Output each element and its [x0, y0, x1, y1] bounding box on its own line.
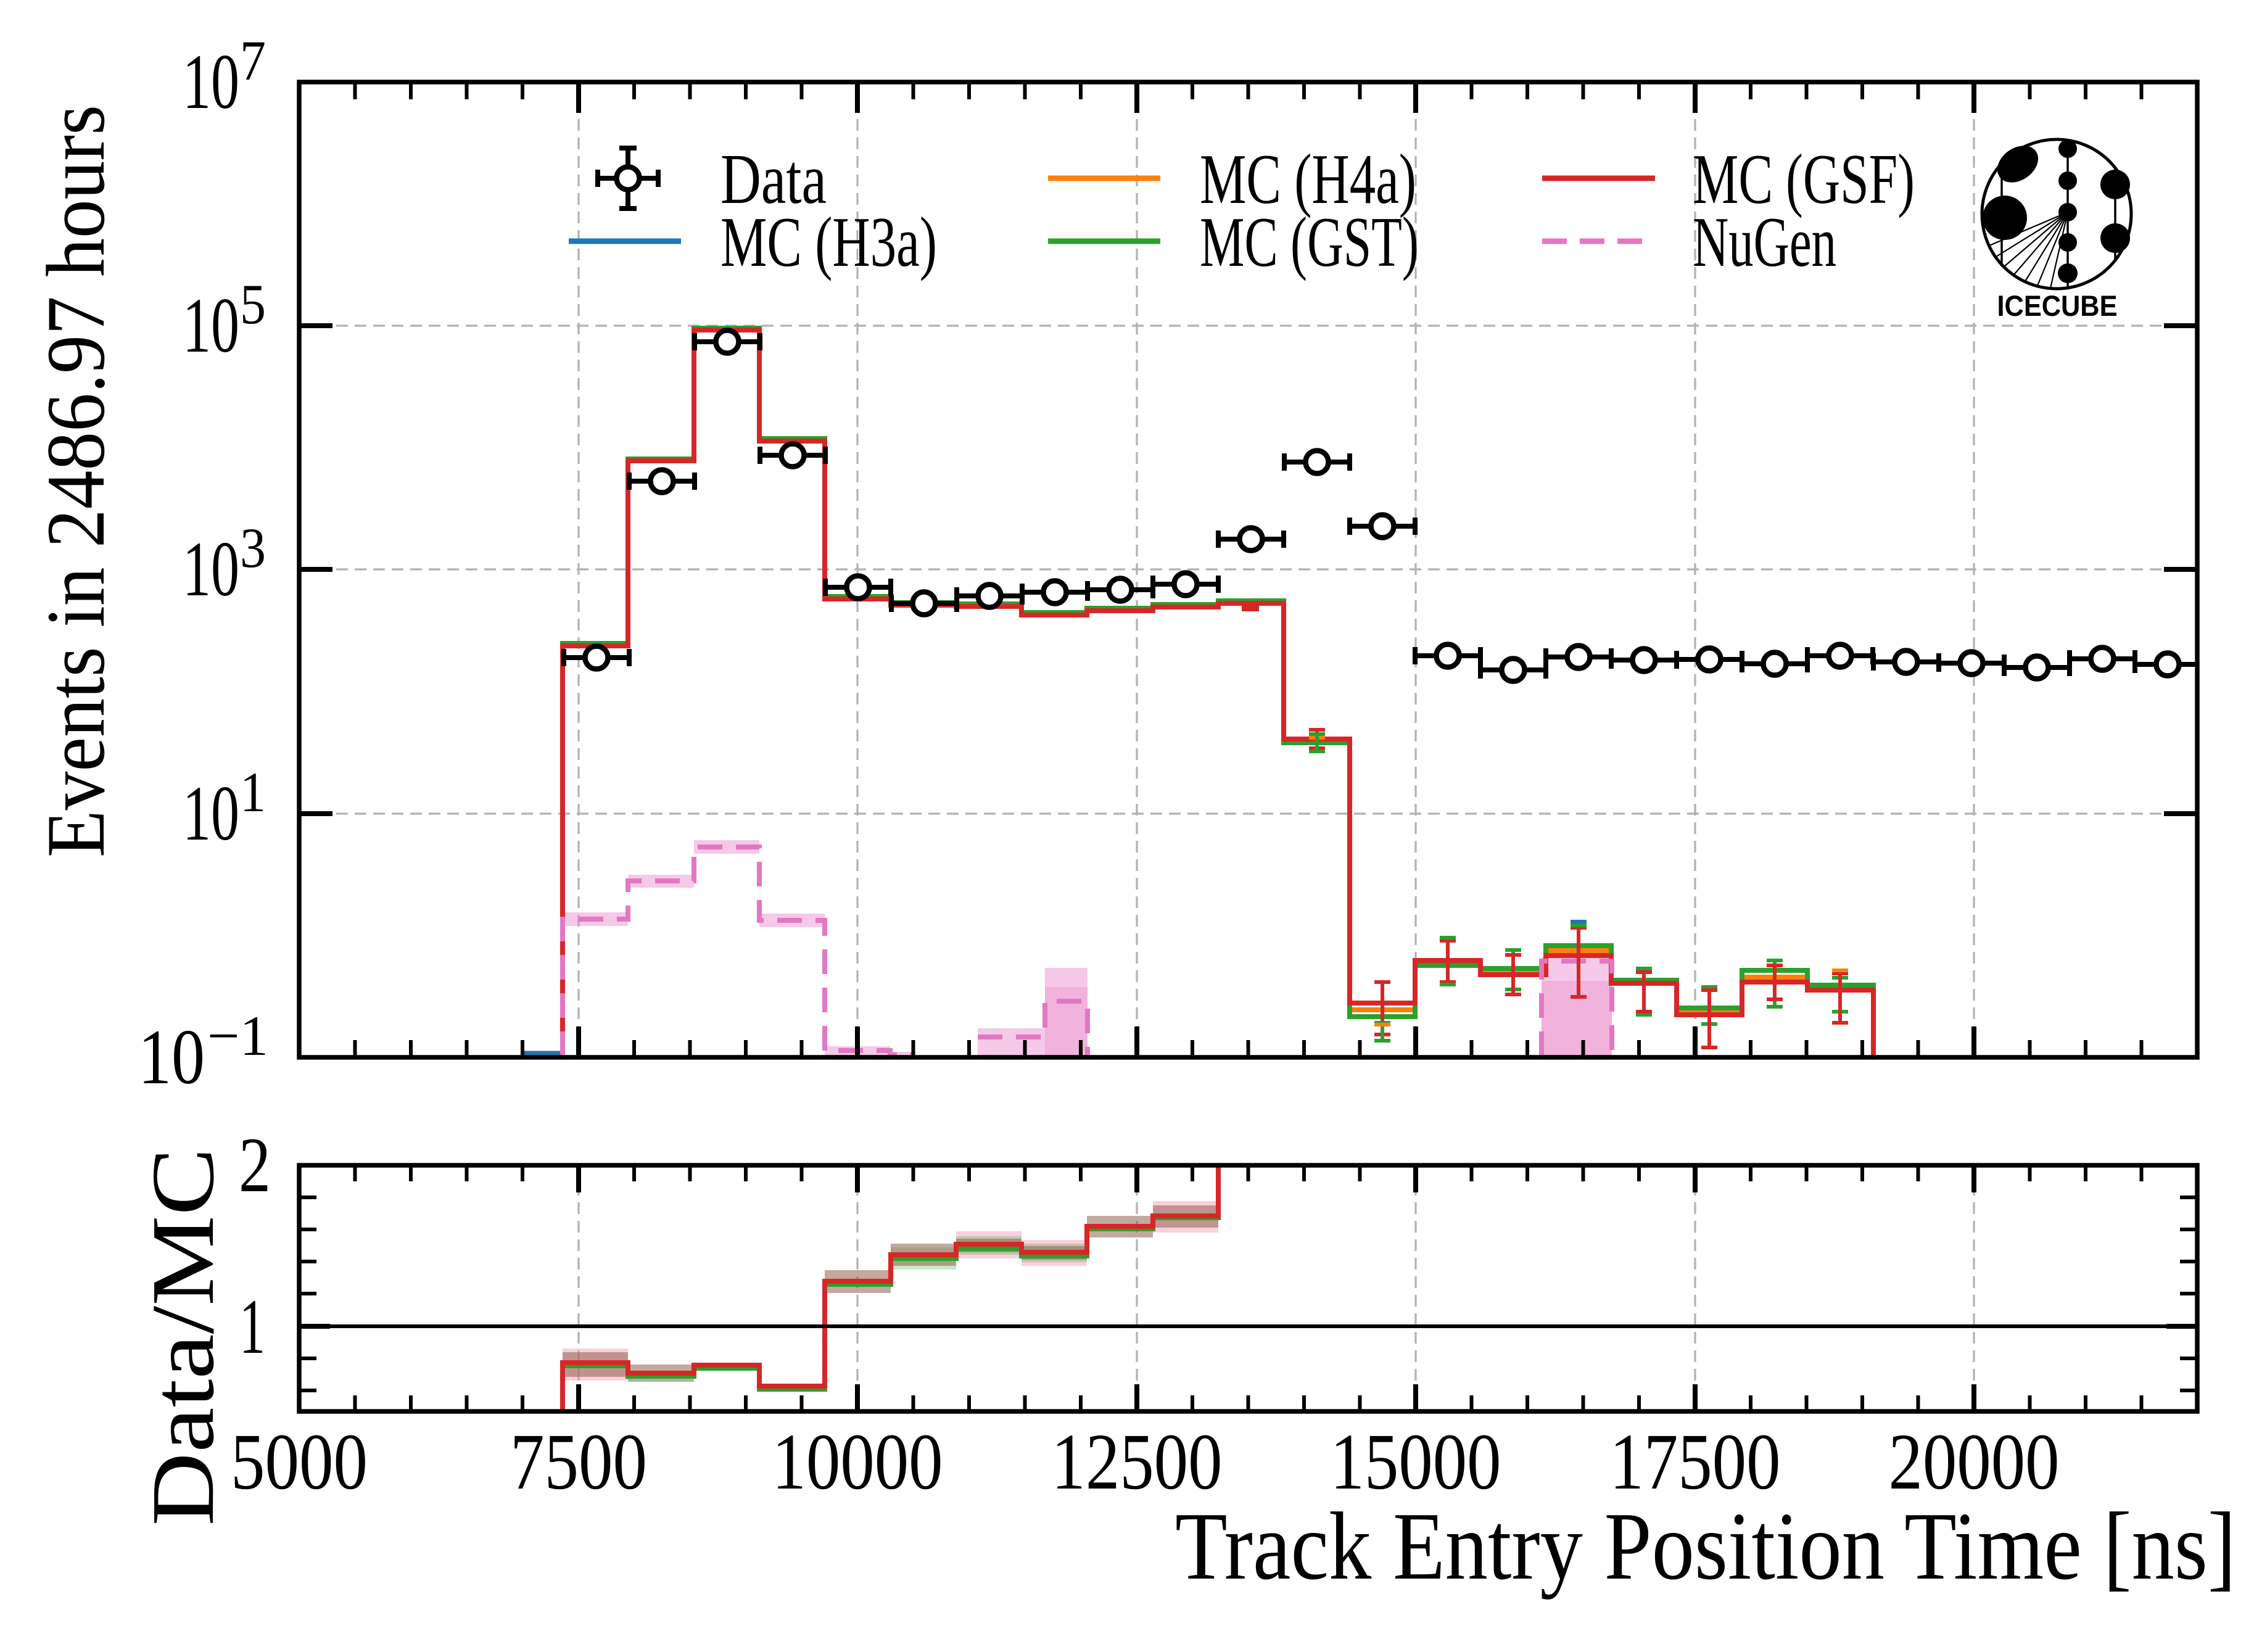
svg-text:10: 10 — [183, 526, 239, 613]
svg-text:1: 1 — [239, 1284, 265, 1370]
svg-text:Data: Data — [720, 140, 827, 218]
svg-text:20000: 20000 — [1889, 1418, 2060, 1506]
svg-text:Data/MC: Data/MC — [134, 1148, 233, 1526]
svg-text:Events in 2486.97 hours: Events in 2486.97 hours — [30, 105, 122, 857]
svg-text:12500: 12500 — [1052, 1418, 1223, 1506]
svg-text:7: 7 — [240, 29, 266, 92]
svg-text:5000: 5000 — [231, 1418, 368, 1506]
svg-text:3: 3 — [240, 516, 266, 579]
svg-text:5: 5 — [240, 273, 266, 336]
svg-text:1: 1 — [240, 761, 266, 824]
svg-text:10000: 10000 — [772, 1418, 943, 1506]
svg-text:Track Entry Position Time [ns]: Track Entry Position Time [ns] — [1175, 1492, 2236, 1600]
svg-text:MC (H4a): MC (H4a) — [1200, 140, 1416, 218]
svg-text:10: 10 — [183, 39, 239, 125]
svg-text:10: 10 — [183, 770, 239, 857]
svg-text:10: 10 — [138, 1014, 205, 1101]
svg-text:−1: −1 — [207, 1004, 268, 1067]
svg-text:MC (GSF): MC (GSF) — [1693, 140, 1915, 218]
svg-text:10: 10 — [183, 283, 239, 369]
svg-text:17500: 17500 — [1610, 1418, 1781, 1506]
svg-text:ICECUBE: ICECUBE — [1997, 289, 2118, 322]
svg-text:7500: 7500 — [510, 1418, 647, 1506]
svg-text:2: 2 — [239, 1122, 271, 1208]
svg-text:15000: 15000 — [1331, 1418, 1501, 1506]
svg-text:MC (GST): MC (GST) — [1200, 203, 1419, 281]
svg-text:MC (H3a): MC (H3a) — [720, 203, 937, 281]
svg-text:NuGen: NuGen — [1693, 203, 1836, 281]
